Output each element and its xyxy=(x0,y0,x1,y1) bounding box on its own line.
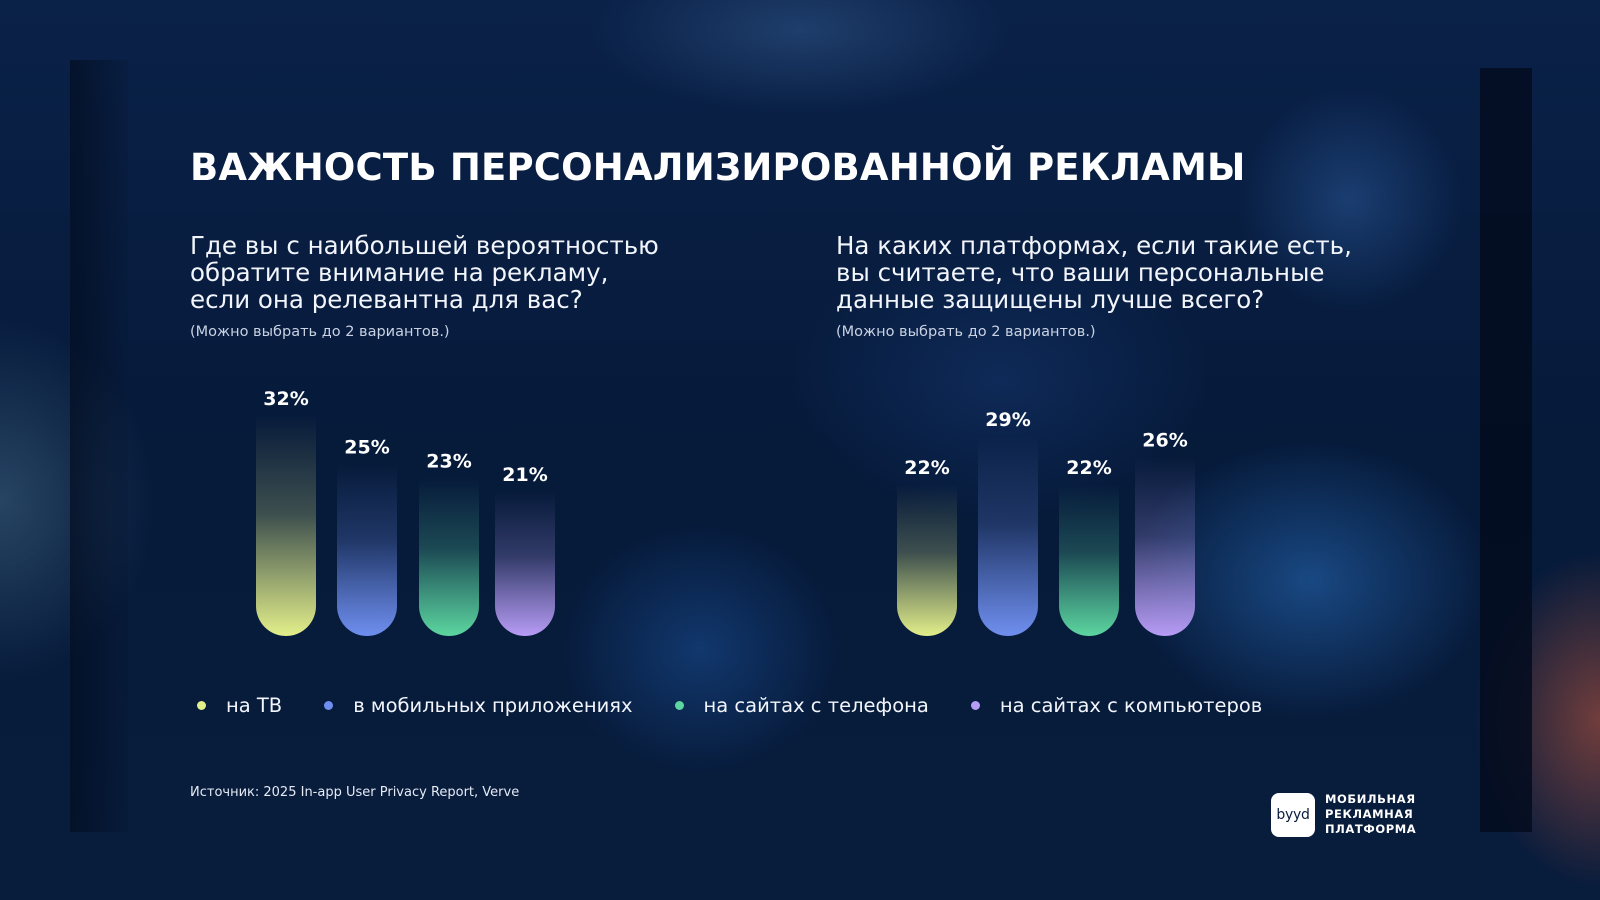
left-question-line: обратите внимание на рекламу, xyxy=(190,258,609,287)
legend-label-mobile-web: на сайтах с телефона xyxy=(703,694,929,717)
brand-tagline-line: ПЛАТФОРМА xyxy=(1325,822,1417,836)
right-question-line: На каких платформах, если такие есть, xyxy=(836,231,1352,260)
legend: на ТВ в мобильных приложениях на сайтах … xyxy=(197,694,1304,717)
bar-tv xyxy=(897,484,957,636)
right-question-line: данные защищены лучше всего? xyxy=(836,285,1265,314)
brand-tagline-line: МОБИЛЬНАЯ xyxy=(1325,792,1416,806)
brand-logo-icon: byyd xyxy=(1271,792,1315,837)
right-question-note: (Можно выбрать до 2 вариантов.) xyxy=(836,324,1096,340)
left-bar-chart: 32% 25% 23% 21% xyxy=(256,388,555,636)
bar-tv xyxy=(256,415,316,636)
bar-value-label: 23% xyxy=(426,450,471,472)
left-panel-edge xyxy=(70,60,128,832)
legend-dot-desktop-web xyxy=(970,701,980,710)
bar-desktop-web xyxy=(1135,456,1195,636)
left-question-line: если она релевантна для вас? xyxy=(190,285,583,314)
right-bar-chart: 22% 29% 22% 26% xyxy=(897,409,1195,636)
right-question: На каких платформах, если такие есть, вы… xyxy=(836,232,1436,313)
left-question-note: (Можно выбрать до 2 вариантов.) xyxy=(190,324,450,340)
legend-dot-mobile-web xyxy=(674,701,684,710)
bar-mobile-apps xyxy=(337,463,397,636)
bar-value-label: 22% xyxy=(904,457,949,479)
bar-mobile-apps xyxy=(978,435,1038,636)
legend-item-tv: на ТВ xyxy=(197,694,282,717)
brand-tagline: МОБИЛЬНАЯ РЕКЛАМНАЯ ПЛАТФОРМА xyxy=(1325,792,1416,837)
bar-value-label: 29% xyxy=(985,409,1030,431)
left-question: Где вы с наибольшей вероятностью обратит… xyxy=(190,232,790,313)
bar-mobile-web xyxy=(419,477,479,636)
source-note: Источник: 2025 In-app User Privacy Repor… xyxy=(190,785,520,800)
right-question-line: вы считаете, что ваши персональные xyxy=(836,258,1325,287)
legend-item-mobile-apps: в мобильных приложениях xyxy=(324,694,633,717)
right-panel-edge xyxy=(1480,68,1532,832)
bar-value-label: 22% xyxy=(1066,457,1111,479)
legend-dot-mobile-apps xyxy=(324,701,334,710)
legend-dot-tv xyxy=(197,701,206,710)
brand: byyd МОБИЛЬНАЯ РЕКЛАМНАЯ ПЛАТФОРМА xyxy=(1271,792,1416,837)
legend-label-tv: на ТВ xyxy=(226,694,283,717)
legend-label-mobile-apps: в мобильных приложениях xyxy=(353,694,633,717)
page-title: ВАЖНОСТЬ ПЕРСОНАЛИЗИРОВАННОЙ РЕКЛАМЫ xyxy=(190,146,1246,189)
legend-label-desktop-web: на сайтах с компьютеров xyxy=(999,694,1263,717)
left-question-line: Где вы с наибольшей вероятностью xyxy=(190,231,659,260)
bar-value-label: 32% xyxy=(263,388,308,410)
bar-value-label: 21% xyxy=(502,464,547,486)
legend-item-desktop-web: на сайтах с компьютеров xyxy=(970,694,1263,717)
bar-desktop-web xyxy=(495,491,555,636)
legend-item-mobile-web: на сайтах с телефона xyxy=(674,694,929,717)
bar-mobile-web xyxy=(1059,484,1119,636)
brand-tagline-line: РЕКЛАМНАЯ xyxy=(1325,807,1414,821)
bar-value-label: 26% xyxy=(1142,430,1187,452)
bar-value-label: 25% xyxy=(344,437,389,459)
